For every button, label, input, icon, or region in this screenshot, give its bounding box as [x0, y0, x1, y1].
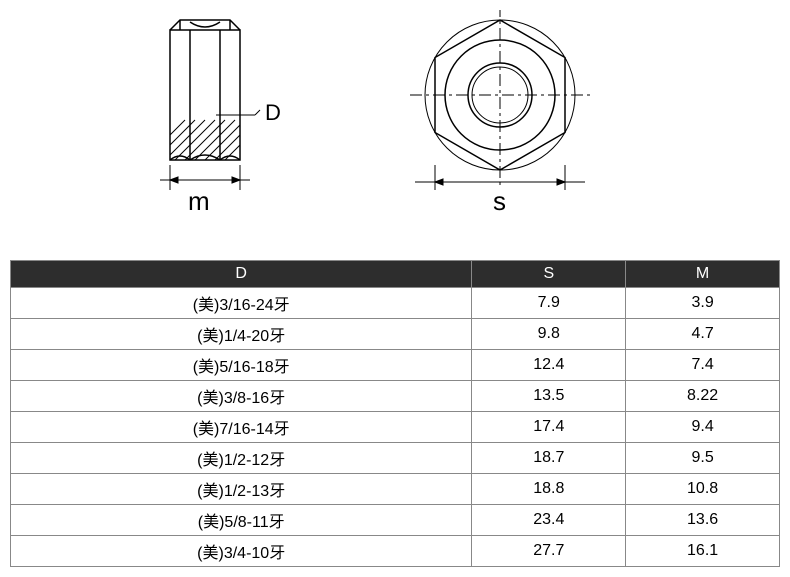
col-header-S: S: [472, 261, 626, 288]
table-cell: 18.7: [472, 443, 626, 474]
table-row: (美)1/4-20牙9.84.7: [11, 319, 780, 350]
table-row: (美)1/2-12牙18.79.5: [11, 443, 780, 474]
diagram-row: D m: [10, 10, 780, 230]
label-s: s: [493, 186, 506, 216]
table-cell: (美)7/16-14牙: [11, 412, 472, 443]
table-cell: 13.6: [626, 505, 780, 536]
table-cell: 17.4: [472, 412, 626, 443]
table-cell: 9.8: [472, 319, 626, 350]
top-view-diagram: s: [390, 10, 630, 230]
table-row: (美)3/4-10牙27.716.1: [11, 536, 780, 567]
table-row: (美)5/16-18牙12.47.4: [11, 350, 780, 381]
table-row: (美)3/8-16牙13.58.22: [11, 381, 780, 412]
table-cell: 3.9: [626, 288, 780, 319]
table-cell: (美)5/8-11牙: [11, 505, 472, 536]
table-cell: (美)3/4-10牙: [11, 536, 472, 567]
table-cell: 9.4: [626, 412, 780, 443]
label-D: D: [265, 100, 281, 125]
table-cell: 23.4: [472, 505, 626, 536]
side-view-diagram: D m: [150, 10, 310, 230]
table-cell: (美)5/16-18牙: [11, 350, 472, 381]
table-cell: 13.5: [472, 381, 626, 412]
table-row: (美)5/8-11牙23.413.6: [11, 505, 780, 536]
table-cell: 18.8: [472, 474, 626, 505]
table-cell: 12.4: [472, 350, 626, 381]
table-cell: 7.9: [472, 288, 626, 319]
spec-table: D S M (美)3/16-24牙7.93.9(美)1/4-20牙9.84.7(…: [10, 260, 780, 567]
table-cell: (美)1/2-12牙: [11, 443, 472, 474]
table-cell: (美)3/16-24牙: [11, 288, 472, 319]
col-header-M: M: [626, 261, 780, 288]
table-row: (美)3/16-24牙7.93.9: [11, 288, 780, 319]
table-cell: 8.22: [626, 381, 780, 412]
label-m: m: [188, 186, 210, 216]
table-row: (美)1/2-13牙18.810.8: [11, 474, 780, 505]
table-cell: 16.1: [626, 536, 780, 567]
table-cell: 9.5: [626, 443, 780, 474]
table-cell: 7.4: [626, 350, 780, 381]
table-cell: 10.8: [626, 474, 780, 505]
table-cell: (美)1/2-13牙: [11, 474, 472, 505]
table-row: (美)7/16-14牙17.49.4: [11, 412, 780, 443]
table-cell: (美)1/4-20牙: [11, 319, 472, 350]
table-cell: 27.7: [472, 536, 626, 567]
table-cell: (美)3/8-16牙: [11, 381, 472, 412]
table-cell: 4.7: [626, 319, 780, 350]
col-header-D: D: [11, 261, 472, 288]
